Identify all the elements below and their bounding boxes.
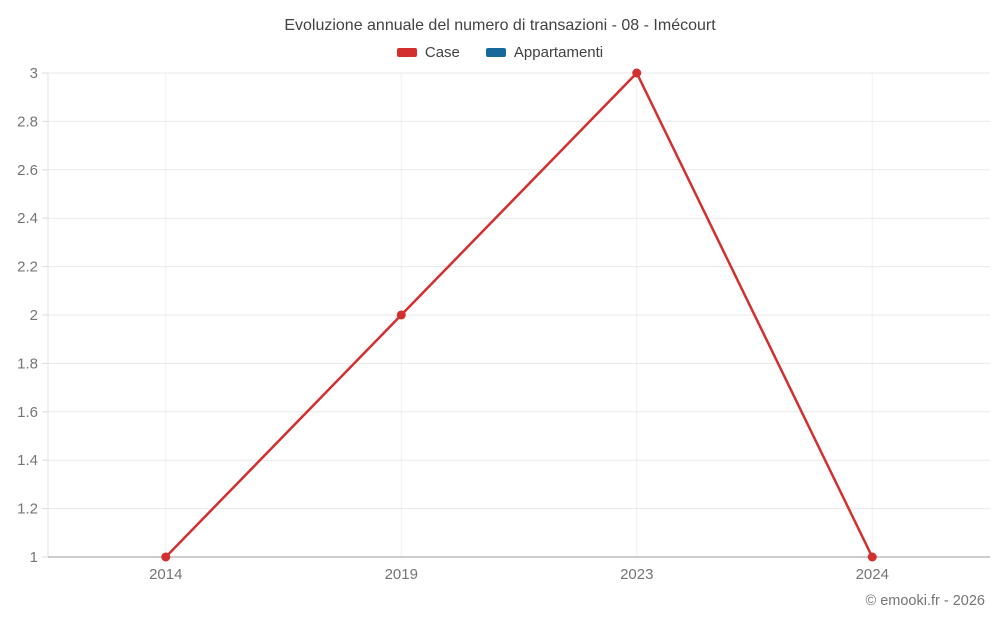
svg-text:2014: 2014 [149,566,182,583]
svg-text:1.2: 1.2 [17,501,38,518]
svg-text:1: 1 [30,549,38,566]
svg-text:2: 2 [30,307,38,324]
legend-label-appartamenti: Appartamenti [513,44,604,61]
chart-title: Evoluzione annuale del numero di transaz… [284,17,716,34]
svg-text:2019: 2019 [385,566,418,583]
svg-text:1.6: 1.6 [17,404,38,421]
svg-text:2023: 2023 [620,566,653,583]
svg-text:2.8: 2.8 [17,113,38,130]
legend-item-case[interactable]: Case [396,44,460,61]
svg-text:2.6: 2.6 [17,162,38,179]
copyright-credit: © emooki.fr - 2026 [865,593,985,609]
legend: Case Appartamenti [0,44,1000,61]
svg-text:3: 3 [30,65,38,82]
svg-text:2.2: 2.2 [17,259,38,276]
legend-swatch-appartamenti [485,48,506,57]
legend-item-appartamenti[interactable]: Appartamenti [485,44,604,61]
svg-text:2024: 2024 [856,566,889,583]
svg-text:1.8: 1.8 [17,355,38,372]
svg-text:1.4: 1.4 [17,452,38,469]
legend-label-case: Case [424,44,460,61]
legend-swatch-case [396,48,417,57]
svg-text:2.4: 2.4 [17,210,38,227]
